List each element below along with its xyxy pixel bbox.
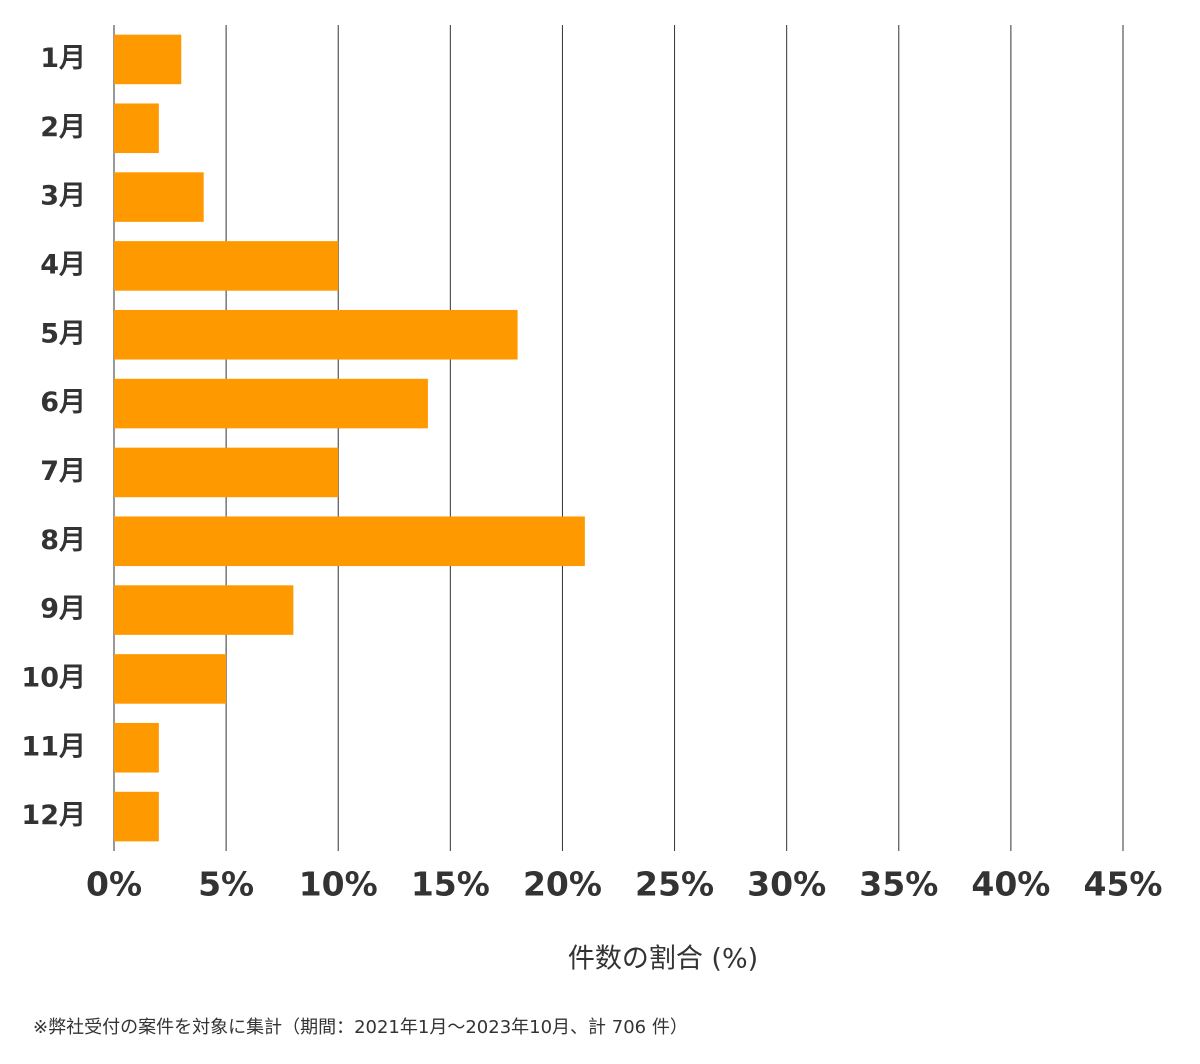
y-tick-label: 9月 [40, 594, 86, 625]
bar [114, 34, 182, 85]
y-tick-label: 4月 [40, 249, 86, 280]
y-tick-label: 7月 [40, 456, 86, 487]
x-axis-title: 件数の割合 (%) [568, 944, 758, 975]
bar [114, 378, 428, 429]
x-tick-label: 35% [859, 865, 938, 904]
x-tick-label: 45% [1084, 865, 1163, 904]
bar [114, 172, 204, 222]
y-tick-label: 12月 [21, 800, 86, 831]
bar [114, 103, 159, 154]
y-tick-label: 10月 [21, 662, 86, 693]
x-tick-label: 20% [523, 865, 602, 904]
y-tick-label: 11月 [21, 731, 86, 762]
y-tick-label: 2月 [40, 112, 86, 143]
bar [114, 241, 339, 291]
x-tick-label: 40% [971, 865, 1050, 904]
y-tick-label: 8月 [40, 525, 86, 556]
bar [114, 585, 294, 635]
bar [114, 447, 339, 498]
bar [114, 309, 518, 360]
bar [114, 516, 585, 567]
footnote: ※弊社受付の案件を対象に集計（期間：2021年1月～2023年10月、計 706… [33, 1017, 688, 1038]
x-tick-label: 25% [635, 865, 714, 904]
y-tick-label: 5月 [40, 318, 86, 349]
bar [114, 722, 159, 773]
x-tick-label: 10% [299, 865, 378, 904]
bar [114, 791, 159, 842]
bar [114, 654, 227, 704]
y-tick-label: 1月 [40, 43, 86, 74]
x-tick-label: 0% [86, 865, 142, 904]
y-tick-label: 6月 [40, 387, 86, 418]
x-tick-label: 30% [747, 865, 826, 904]
y-tick-label: 3月 [40, 181, 86, 212]
x-tick-label: 15% [411, 865, 490, 904]
x-tick-label: 5% [198, 865, 254, 904]
